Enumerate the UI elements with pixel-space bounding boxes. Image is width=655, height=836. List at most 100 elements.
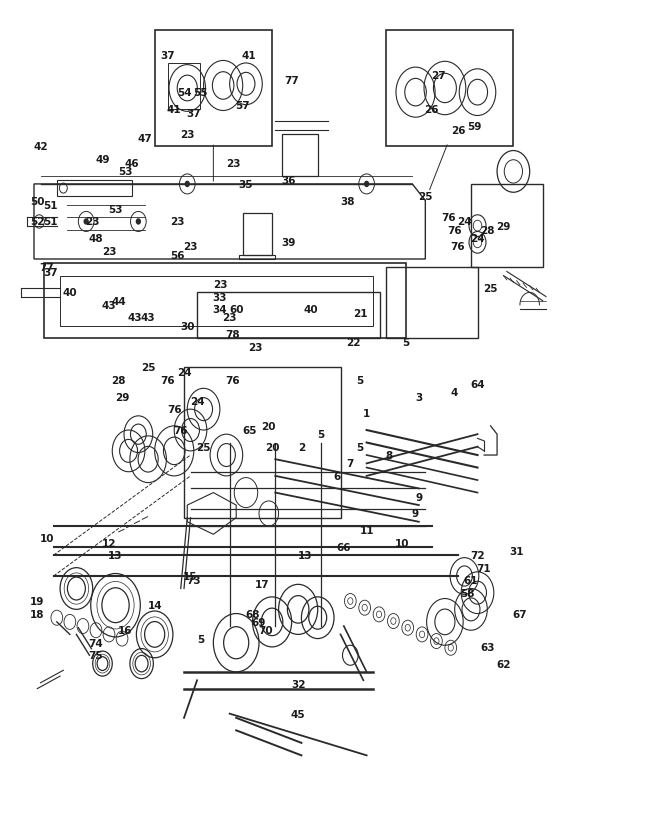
Text: 14: 14: [147, 600, 162, 610]
Text: 22: 22: [346, 338, 361, 348]
Text: 20: 20: [261, 421, 276, 431]
Text: 1: 1: [363, 409, 370, 419]
Text: 23: 23: [85, 217, 100, 227]
Text: 9: 9: [412, 509, 419, 519]
Text: 52: 52: [30, 217, 45, 227]
Text: 62: 62: [496, 659, 511, 669]
Text: 76: 76: [225, 375, 240, 385]
Text: 66: 66: [337, 543, 351, 552]
Text: 24: 24: [457, 217, 472, 227]
Text: 9: 9: [415, 492, 422, 502]
Text: 33: 33: [213, 293, 227, 302]
Text: 38: 38: [340, 196, 354, 206]
Text: 41: 41: [167, 104, 181, 115]
Text: 37: 37: [160, 50, 175, 60]
Text: 13: 13: [297, 550, 312, 560]
Text: 43: 43: [102, 300, 117, 310]
Text: 44: 44: [111, 296, 126, 306]
Text: 5: 5: [356, 375, 364, 385]
Text: 53: 53: [108, 205, 122, 215]
Text: 77: 77: [40, 263, 54, 273]
Circle shape: [136, 220, 140, 225]
Text: 50: 50: [30, 196, 45, 206]
Text: 10: 10: [395, 538, 410, 548]
Text: 12: 12: [102, 538, 116, 548]
Text: 25: 25: [483, 284, 498, 293]
Text: 29: 29: [496, 222, 511, 232]
Text: 24: 24: [470, 234, 485, 244]
Text: 76: 76: [167, 405, 181, 415]
Text: 65: 65: [242, 426, 257, 436]
Text: 34: 34: [213, 304, 227, 314]
Text: 41: 41: [242, 50, 257, 60]
Text: 13: 13: [108, 550, 122, 560]
Text: 23: 23: [226, 159, 240, 169]
Text: 77: 77: [284, 75, 299, 85]
Text: 63: 63: [480, 642, 495, 652]
Text: 17: 17: [255, 579, 270, 589]
Text: 71: 71: [477, 563, 491, 573]
Text: 16: 16: [118, 625, 132, 635]
Text: 76: 76: [447, 226, 462, 236]
Text: 23: 23: [183, 242, 198, 252]
Text: 55: 55: [193, 88, 208, 98]
Text: 23: 23: [102, 247, 116, 257]
Text: 64: 64: [470, 380, 485, 390]
Text: 60: 60: [229, 304, 244, 314]
Text: 61: 61: [464, 575, 478, 585]
Text: 32: 32: [291, 680, 305, 690]
Circle shape: [84, 220, 88, 225]
Text: 42: 42: [33, 142, 48, 152]
Text: 7: 7: [346, 459, 354, 469]
Text: 18: 18: [30, 609, 45, 619]
Circle shape: [365, 182, 369, 187]
Text: 30: 30: [180, 321, 195, 331]
Text: 23: 23: [180, 130, 195, 140]
Text: 73: 73: [187, 575, 201, 585]
Text: 24: 24: [177, 367, 191, 377]
Text: 23: 23: [248, 342, 263, 352]
Text: 67: 67: [513, 609, 527, 619]
Text: 70: 70: [258, 625, 273, 635]
Text: 29: 29: [115, 392, 129, 402]
Text: 28: 28: [480, 226, 495, 236]
Text: 68: 68: [245, 609, 260, 619]
Text: 4: 4: [451, 388, 458, 398]
Text: 54: 54: [177, 88, 191, 98]
Text: 31: 31: [510, 546, 524, 556]
Text: 35: 35: [238, 180, 253, 190]
Text: 76: 76: [441, 213, 455, 223]
Text: 21: 21: [353, 308, 367, 319]
Text: 76: 76: [160, 375, 175, 385]
Text: 27: 27: [431, 71, 445, 81]
Text: 53: 53: [118, 167, 132, 177]
Text: 57: 57: [235, 100, 250, 110]
Text: 19: 19: [30, 596, 45, 606]
Text: 43: 43: [128, 313, 142, 323]
Text: 24: 24: [190, 396, 204, 406]
Text: 23: 23: [213, 280, 227, 290]
Text: 26: 26: [451, 125, 465, 135]
Text: 25: 25: [141, 363, 155, 373]
Text: 10: 10: [40, 534, 54, 543]
Text: 51: 51: [43, 217, 58, 227]
Text: 26: 26: [424, 104, 439, 115]
Circle shape: [185, 182, 189, 187]
Text: 46: 46: [124, 159, 139, 169]
Text: 37: 37: [187, 109, 201, 119]
Text: 23: 23: [170, 217, 185, 227]
Text: 49: 49: [95, 155, 110, 165]
Text: 28: 28: [111, 375, 126, 385]
Text: 72: 72: [470, 550, 485, 560]
Text: 56: 56: [170, 251, 185, 261]
Text: 51: 51: [43, 201, 58, 211]
Text: 48: 48: [88, 234, 103, 244]
Text: 40: 40: [304, 304, 318, 314]
Text: 36: 36: [281, 176, 295, 186]
Text: 75: 75: [88, 650, 103, 660]
Text: 59: 59: [467, 121, 481, 131]
Text: 5: 5: [356, 442, 364, 452]
Text: 76: 76: [174, 426, 188, 436]
Text: 20: 20: [265, 442, 279, 452]
Text: 5: 5: [402, 338, 409, 348]
